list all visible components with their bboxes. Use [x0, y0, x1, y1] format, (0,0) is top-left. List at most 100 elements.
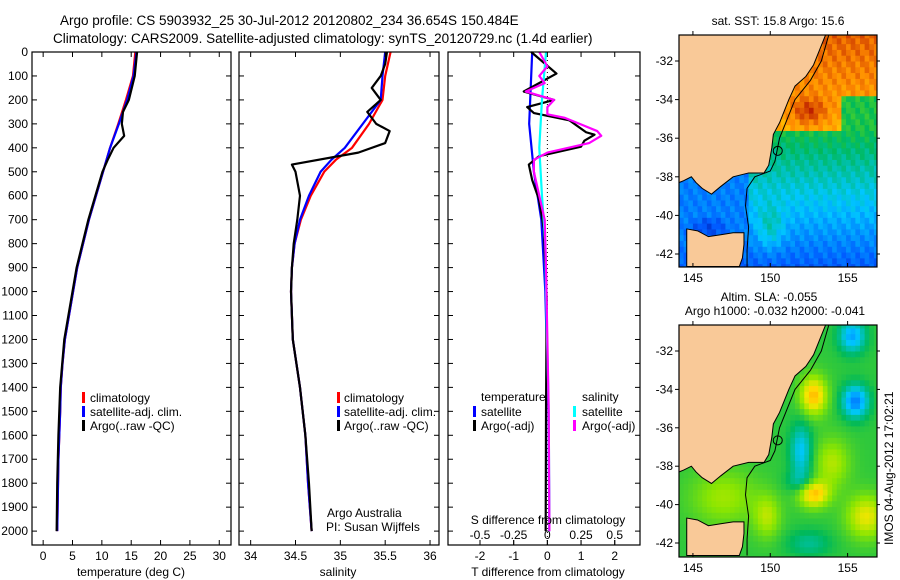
- map-cell: [859, 118, 866, 126]
- map-cell: [855, 535, 861, 542]
- map-cell: [827, 124, 833, 131]
- map-cell: [688, 466, 694, 473]
- map-cell: [776, 223, 782, 230]
- map-cell: [790, 431, 796, 438]
- y-tick-label: 1400: [1, 380, 28, 394]
- map-cell: [808, 408, 815, 415]
- map-cell: [804, 159, 810, 166]
- map-cell: [869, 420, 875, 427]
- map-cell: [832, 325, 838, 329]
- map-cell: [771, 420, 777, 427]
- map-cell: [683, 512, 689, 519]
- map-cell: [836, 408, 842, 415]
- map-cell: [822, 66, 828, 74]
- map-cell: [748, 217, 754, 224]
- map-cell: [873, 78, 877, 85]
- y-tick-label: 300: [8, 117, 28, 131]
- map-cell: [730, 477, 736, 484]
- map-cell: [804, 78, 810, 85]
- map-cell: [679, 26, 684, 32]
- map-cell: [808, 541, 815, 548]
- map-cell: [743, 541, 750, 548]
- map-cell: [846, 182, 852, 189]
- map-cell: [859, 552, 866, 557]
- map-cell: [795, 124, 801, 131]
- map-cell: [739, 257, 745, 265]
- map-cell: [767, 171, 773, 178]
- map-cell: [855, 35, 861, 39]
- map-cell: [846, 495, 852, 502]
- x-tick-label: -1: [508, 549, 519, 563]
- map-cell: [841, 500, 847, 508]
- map-cell: [757, 211, 764, 218]
- title-line-2: Climatology: CARS2009. Satellite-adjuste…: [53, 31, 593, 46]
- map-cell: [753, 199, 759, 207]
- map-cell: [836, 420, 842, 427]
- map-cell: [850, 107, 856, 114]
- map-cell: [869, 263, 875, 267]
- x-tick-label: 10: [95, 549, 109, 563]
- map-cell: [846, 437, 852, 444]
- map-cell: [781, 165, 787, 172]
- map-cell: [771, 454, 777, 461]
- map-cell: [818, 159, 824, 166]
- map-cell: [873, 263, 877, 267]
- map-cell: [785, 420, 791, 427]
- map-cell: [781, 188, 787, 195]
- map-cell: [855, 182, 861, 189]
- map-cell: [711, 518, 717, 525]
- map-cell: [859, 234, 866, 241]
- map-cell: [850, 489, 856, 496]
- land-tasmania: [686, 517, 745, 556]
- map-cell: [790, 454, 796, 461]
- map-cell: [841, 454, 847, 461]
- map-cell: [799, 113, 805, 120]
- map-cell: [841, 466, 847, 473]
- map-cell: [836, 211, 842, 218]
- map-cell: [864, 35, 870, 39]
- map-cell: [808, 466, 815, 473]
- map-cell: [864, 327, 870, 335]
- map-cell: [688, 194, 694, 201]
- map-cell: [869, 316, 874, 322]
- map-cell: [776, 523, 782, 531]
- map-cell: [859, 43, 866, 50]
- map-cell: [734, 489, 740, 496]
- map-cell: [743, 171, 750, 178]
- map-cell: [827, 159, 833, 166]
- map-cell: [776, 500, 782, 508]
- sdiff-xlabel: S difference from climatology: [471, 513, 626, 527]
- map-cell: [869, 223, 875, 230]
- map-cell: [799, 130, 805, 137]
- map-cell: [850, 78, 856, 85]
- map-cell: [864, 223, 870, 230]
- map-cell: [725, 489, 731, 496]
- map-cell: [846, 61, 852, 68]
- map-cell: [683, 483, 689, 490]
- map-cell: [832, 368, 838, 375]
- map-cell: [799, 541, 805, 548]
- map-cell: [799, 124, 805, 131]
- map-cell: [818, 107, 824, 114]
- map-cell: [804, 425, 810, 433]
- map-cell: [869, 402, 875, 410]
- map-cell: [832, 194, 838, 201]
- map-cell: [864, 101, 870, 108]
- map-cell: [822, 351, 828, 358]
- map-cell: [827, 489, 833, 496]
- map-cell: [864, 159, 870, 166]
- map-cell: [725, 223, 731, 230]
- map-cell: [753, 171, 759, 178]
- map-cell: [785, 234, 791, 241]
- map-cell: [859, 379, 866, 387]
- map-cell: [799, 425, 805, 433]
- map-cell: [855, 483, 861, 490]
- map-cell: [813, 471, 819, 479]
- map-cell: [795, 205, 801, 213]
- map-cell: [855, 356, 861, 364]
- map-cell: [859, 345, 866, 352]
- map-cell: [813, 234, 819, 241]
- map-cell: [869, 506, 875, 513]
- map-cell: [864, 49, 870, 56]
- map-cell: [859, 72, 866, 79]
